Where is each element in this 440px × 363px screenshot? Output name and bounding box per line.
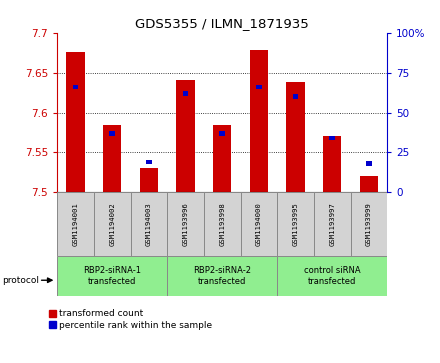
Bar bbox=[183, 91, 188, 96]
Text: GSM1194003: GSM1194003 bbox=[146, 202, 152, 246]
Bar bbox=[167, 256, 277, 296]
Bar bbox=[213, 125, 231, 192]
Text: protocol: protocol bbox=[2, 276, 39, 285]
Text: GSM1193995: GSM1193995 bbox=[293, 202, 298, 246]
Text: GSM1193998: GSM1193998 bbox=[219, 202, 225, 246]
Bar bbox=[277, 192, 314, 256]
Bar bbox=[176, 80, 195, 192]
Bar bbox=[131, 192, 167, 256]
Title: GDS5355 / ILMN_1871935: GDS5355 / ILMN_1871935 bbox=[136, 17, 309, 30]
Bar bbox=[167, 192, 204, 256]
Bar bbox=[314, 192, 351, 256]
Text: RBP2-siRNA-2
transfected: RBP2-siRNA-2 transfected bbox=[193, 266, 251, 286]
Bar bbox=[256, 85, 262, 89]
Bar bbox=[323, 136, 341, 192]
Bar bbox=[250, 50, 268, 192]
Bar bbox=[220, 131, 225, 136]
Bar bbox=[241, 192, 277, 256]
Legend: transformed count, percentile rank within the sample: transformed count, percentile rank withi… bbox=[48, 309, 213, 330]
Bar bbox=[94, 192, 131, 256]
Text: GSM1194002: GSM1194002 bbox=[109, 202, 115, 246]
Bar bbox=[140, 168, 158, 192]
Bar bbox=[351, 192, 387, 256]
Bar bbox=[66, 52, 85, 192]
Bar bbox=[57, 256, 167, 296]
Bar bbox=[366, 161, 372, 166]
Text: GSM1193999: GSM1193999 bbox=[366, 202, 372, 246]
Text: GSM1193996: GSM1193996 bbox=[183, 202, 188, 246]
Bar bbox=[286, 82, 305, 192]
Bar bbox=[204, 192, 241, 256]
Bar bbox=[146, 160, 152, 164]
Text: RBP2-siRNA-1
transfected: RBP2-siRNA-1 transfected bbox=[83, 266, 141, 286]
Bar bbox=[110, 131, 115, 136]
Text: GSM1194001: GSM1194001 bbox=[73, 202, 78, 246]
Bar bbox=[103, 125, 121, 192]
Bar bbox=[277, 256, 387, 296]
Text: GSM1193997: GSM1193997 bbox=[329, 202, 335, 246]
Bar bbox=[73, 85, 78, 89]
Bar bbox=[293, 94, 298, 99]
Bar bbox=[330, 136, 335, 140]
Bar bbox=[57, 192, 94, 256]
Text: control siRNA
transfected: control siRNA transfected bbox=[304, 266, 360, 286]
Bar bbox=[360, 176, 378, 192]
Text: GSM1194000: GSM1194000 bbox=[256, 202, 262, 246]
